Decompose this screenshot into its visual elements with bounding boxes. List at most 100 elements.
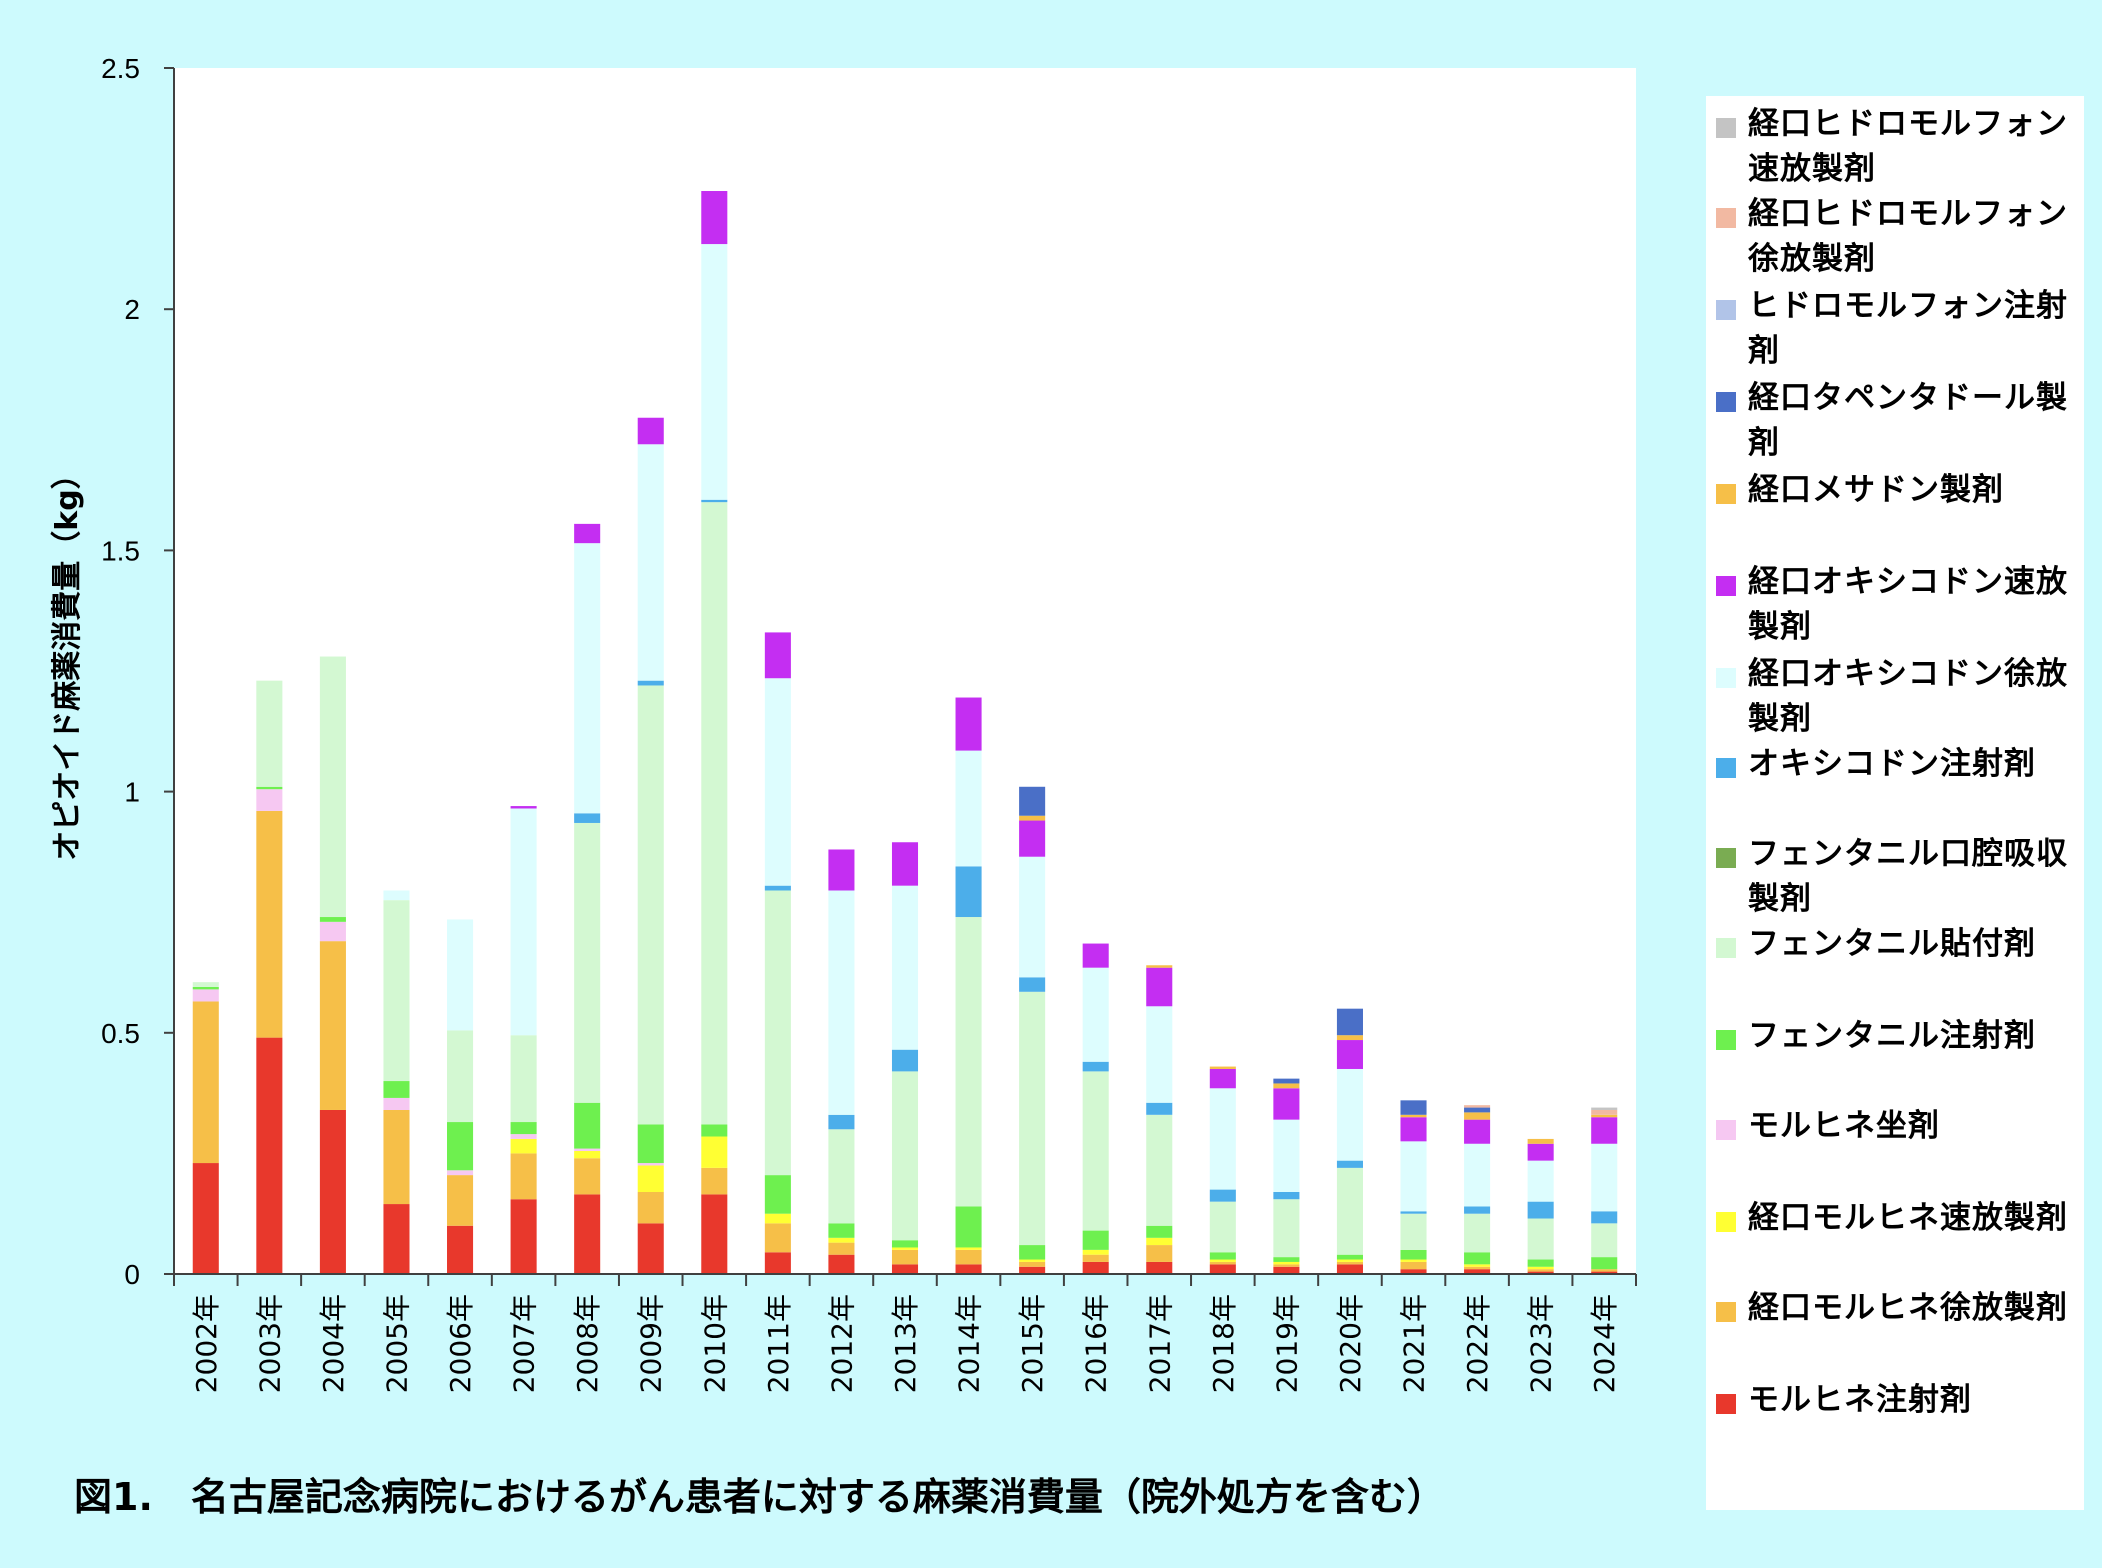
bar-segment-6-0 xyxy=(574,1194,601,1274)
bar-segment-22-5 xyxy=(1591,1223,1618,1258)
bar-segment-18-0 xyxy=(1336,1264,1363,1274)
bar-segment-20-13 xyxy=(1464,1105,1491,1108)
bar-segment-16-0 xyxy=(1209,1264,1236,1274)
bar-segment-19-11 xyxy=(1400,1100,1427,1115)
bar-segment-10-8 xyxy=(828,890,855,1115)
legend-swatch-13 xyxy=(1716,1302,1736,1322)
bar-segment-22-9 xyxy=(1591,1117,1618,1144)
bar-segment-12-1 xyxy=(955,1249,982,1265)
bar-segment-13-11 xyxy=(1019,786,1046,816)
legend-label-3: 経口タペンタドール製剤 xyxy=(1748,380,2068,461)
bar-segment-17-7 xyxy=(1273,1191,1300,1200)
bar-segment-17-8 xyxy=(1273,1119,1300,1192)
bar-segment-9-4 xyxy=(764,1175,791,1214)
bar-segment-1-1 xyxy=(256,810,283,1038)
bar-segment-10-0 xyxy=(828,1254,855,1274)
legend-swatch-9 xyxy=(1716,938,1736,958)
legend-label-11: モルヒネ坐剤 xyxy=(1748,1108,1940,1144)
x-tick-label-18: 2020年 xyxy=(1334,1294,1367,1393)
legend-label-14: モルヒネ注射剤 xyxy=(1748,1382,1972,1418)
bar-segment-13-4 xyxy=(1019,1245,1046,1260)
bar-segment-22-1 xyxy=(1591,1269,1618,1272)
axes-group: 0 0.5 1 1.5 2 2.5 2002年 2003年 2004年 2005年 2006年 200… xyxy=(101,53,1637,1393)
bar-segment-12-2 xyxy=(955,1247,982,1250)
bar-segment-0-0 xyxy=(192,1163,219,1274)
bar-segment-18-11 xyxy=(1336,1008,1363,1036)
bar-segment-7-0 xyxy=(637,1223,664,1274)
bar-segment-2-4 xyxy=(319,917,346,922)
legend-swatch-5 xyxy=(1716,576,1736,596)
bar-segment-6-2 xyxy=(574,1150,601,1159)
bar-segment-15-0 xyxy=(1146,1261,1173,1274)
bar-segment-21-2 xyxy=(1527,1266,1554,1270)
bar-segment-20-11 xyxy=(1464,1107,1491,1113)
x-tick-label-2: 2004年 xyxy=(317,1294,350,1393)
x-tick-label-19: 2021年 xyxy=(1398,1294,1431,1393)
bar-segment-14-5 xyxy=(1082,1071,1109,1231)
bar-segment-14-8 xyxy=(1082,967,1109,1062)
bar-segment-6-8 xyxy=(574,543,601,814)
bar-segment-6-1 xyxy=(574,1158,601,1195)
bar-segment-17-1 xyxy=(1273,1264,1300,1267)
bar-segment-15-5 xyxy=(1146,1114,1173,1226)
legend-label-6: 経口オキシコドン徐放製剤 xyxy=(1748,656,2068,737)
bar-segment-2-0 xyxy=(319,1109,346,1274)
bar-segment-14-7 xyxy=(1082,1061,1109,1072)
bar-segment-15-4 xyxy=(1146,1225,1173,1238)
bar-segment-3-4 xyxy=(383,1081,410,1098)
bar-segment-9-9 xyxy=(764,632,791,679)
y-tick-label-2: 1 xyxy=(124,777,140,808)
bar-segment-6-4 xyxy=(574,1102,601,1149)
bar-segment-15-1 xyxy=(1146,1245,1173,1262)
bar-segment-8-0 xyxy=(701,1194,728,1274)
bar-segment-15-10 xyxy=(1146,965,1173,968)
x-tick-label-17: 2019年 xyxy=(1270,1294,1303,1393)
bar-segment-0-4 xyxy=(192,986,219,990)
legend-label-1: 経口ヒドロモルフォン徐放製剤 xyxy=(1748,196,2068,277)
bar-segment-9-2 xyxy=(764,1213,791,1224)
bar-segment-11-0 xyxy=(891,1264,919,1274)
bar-segment-21-7 xyxy=(1527,1201,1554,1219)
bar-segment-4-0 xyxy=(447,1225,474,1274)
legend-swatch-11 xyxy=(1716,1120,1736,1140)
bar-segment-5-0 xyxy=(510,1199,537,1274)
bar-segment-13-9 xyxy=(1019,820,1046,857)
bar-segment-3-1 xyxy=(383,1109,410,1205)
bar-segment-8-5 xyxy=(701,502,728,1125)
legend-swatch-14 xyxy=(1716,1394,1736,1414)
bar-segment-5-9 xyxy=(510,806,537,809)
bar-segment-3-8 xyxy=(383,890,410,901)
y-axis-title-text: オピオイド麻薬消費量（kg） xyxy=(50,459,85,861)
bar-segment-17-10 xyxy=(1273,1083,1300,1089)
bar-segment-6-5 xyxy=(574,822,601,1103)
bar-segment-19-9 xyxy=(1400,1117,1427,1142)
bar-segment-6-7 xyxy=(574,813,601,823)
y-tick-label-1: 0.5 xyxy=(101,1018,140,1049)
legend-swatch-3 xyxy=(1716,392,1736,412)
legend-label-9: フェンタニル貼付剤 xyxy=(1748,926,2036,962)
bar-segment-16-10 xyxy=(1209,1066,1236,1069)
bar-segment-7-8 xyxy=(637,444,664,681)
bar-segment-13-2 xyxy=(1019,1259,1046,1262)
bar-segment-20-7 xyxy=(1464,1206,1491,1214)
bar-segment-15-2 xyxy=(1146,1237,1173,1246)
bar-segment-11-9 xyxy=(891,842,919,886)
bar-segment-19-0 xyxy=(1400,1269,1427,1274)
bar-segment-14-9 xyxy=(1082,943,1109,968)
bar-segment-21-9 xyxy=(1527,1143,1554,1161)
bar-segment-4-4 xyxy=(447,1122,474,1171)
bar-segment-15-7 xyxy=(1146,1102,1173,1115)
bar-segment-5-2 xyxy=(510,1138,537,1154)
bar-segment-5-1 xyxy=(510,1153,537,1200)
bar-segment-8-1 xyxy=(701,1167,728,1195)
legend-swatch-8 xyxy=(1716,848,1736,868)
bar-segment-22-10 xyxy=(1591,1114,1618,1118)
x-tick-label-6: 2008年 xyxy=(571,1294,604,1393)
bar-segment-21-5 xyxy=(1527,1218,1554,1260)
bar-segment-17-2 xyxy=(1273,1261,1300,1265)
bar-segment-20-8 xyxy=(1464,1143,1491,1207)
bar-segment-19-4 xyxy=(1400,1249,1427,1260)
bar-segment-7-2 xyxy=(637,1165,664,1192)
bar-segment-3-3 xyxy=(383,1097,410,1110)
